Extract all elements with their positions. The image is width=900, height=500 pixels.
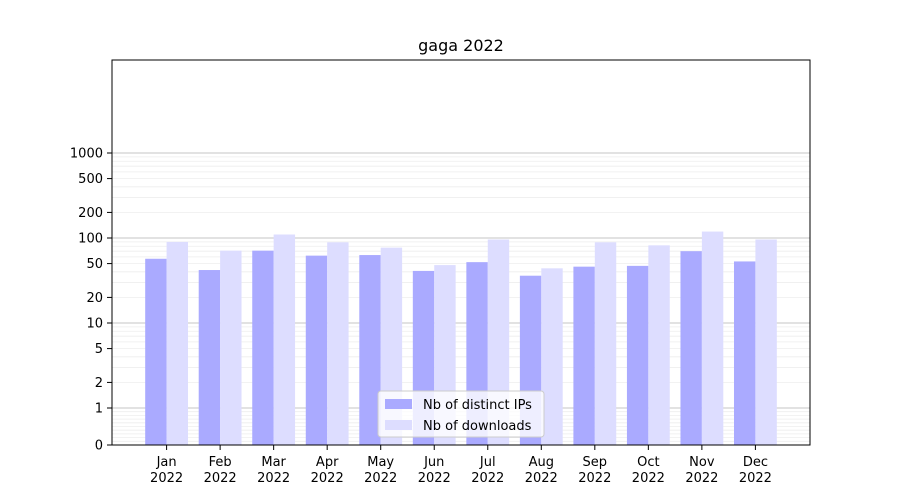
bar-distinct-ips-sep: [573, 266, 595, 445]
bar-distinct-ips-apr: [305, 255, 328, 445]
bar-downloads-apr: [327, 242, 349, 445]
x-tick-label-month: May: [367, 455, 394, 470]
x-axis: Jan2022Feb2022Mar2022Apr2022May2022Jun20…: [150, 445, 772, 486]
x-tick-label-month: Sep: [583, 455, 608, 470]
plot-area-frame: [111, 59, 811, 446]
x-tick-label-year: 2022: [311, 471, 344, 486]
x-tick-label-month: Apr: [316, 455, 339, 470]
bar-downloads-aug: [541, 268, 563, 445]
bar-downloads-mar: [273, 234, 296, 445]
legend: Nb of distinct IPs Nb of downloads: [377, 390, 545, 438]
x-tick-label-year: 2022: [257, 471, 290, 486]
bar-distinct-ips-mar: [252, 250, 274, 445]
bar-distinct-ips-feb: [198, 270, 221, 445]
y-tick-label: 0: [95, 439, 103, 454]
x-tick-label-month: Aug: [529, 455, 554, 470]
x-tick-label-month: Jun: [423, 455, 444, 470]
legend-swatch: [385, 420, 412, 430]
x-tick-label-year: 2022: [471, 471, 504, 486]
x-tick-label-year: 2022: [578, 471, 611, 486]
y-tick-label: 100: [78, 232, 103, 247]
bar-distinct-ips-may: [359, 255, 381, 445]
x-tick-label-year: 2022: [204, 471, 237, 486]
x-tick-label-year: 2022: [418, 471, 451, 486]
bar-downloads-sep: [594, 242, 617, 445]
bar-downloads-jan: [166, 241, 189, 445]
y-tick-label: 200: [78, 206, 103, 221]
x-tick-label-month: Jan: [156, 455, 177, 470]
legend-swatch: [385, 399, 412, 409]
bar-distinct-ips-nov: [680, 251, 702, 445]
x-tick-label-year: 2022: [632, 471, 665, 486]
x-tick-label-year: 2022: [525, 471, 558, 486]
x-tick-label-month: Nov: [689, 455, 715, 470]
bar-distinct-ips-jan: [145, 258, 167, 445]
y-axis: 0 1 2 5 10 20 50 100 200 500 1000: [70, 147, 112, 454]
x-tick-label-month: Feb: [209, 455, 232, 470]
chart-title: gaga 2022: [418, 36, 504, 55]
y-tick-label: 1000: [70, 147, 103, 162]
y-tick-label: 50: [86, 257, 103, 272]
x-tick-label-year: 2022: [739, 471, 772, 486]
legend-label: Nb of distinct IPs: [423, 398, 532, 413]
bar-downloads-dec: [755, 239, 777, 445]
y-tick-label: 500: [78, 172, 103, 187]
y-tick-label: 10: [86, 317, 103, 332]
x-tick-label-month: Jul: [479, 455, 496, 470]
legend-box: [377, 390, 545, 438]
legend-label: Nb of downloads: [423, 419, 532, 434]
y-tick-label: 1: [95, 402, 103, 417]
bar-downloads-feb: [220, 250, 242, 445]
bar-distinct-ips-oct: [626, 265, 649, 445]
y-tick-label: 20: [86, 291, 103, 306]
x-tick-label-year: 2022: [364, 471, 397, 486]
y-tick-label: 2: [95, 376, 103, 391]
x-tick-label-month: Oct: [637, 455, 659, 470]
x-tick-label-month: Mar: [261, 455, 286, 470]
bar-distinct-ips-dec: [733, 261, 756, 445]
x-tick-label-year: 2022: [150, 471, 183, 486]
bar-downloads-nov: [701, 231, 724, 445]
x-tick-label-month: Dec: [743, 455, 768, 470]
bar-downloads-oct: [648, 245, 670, 445]
x-tick-label-year: 2022: [685, 471, 718, 486]
y-tick-label: 5: [95, 342, 103, 357]
